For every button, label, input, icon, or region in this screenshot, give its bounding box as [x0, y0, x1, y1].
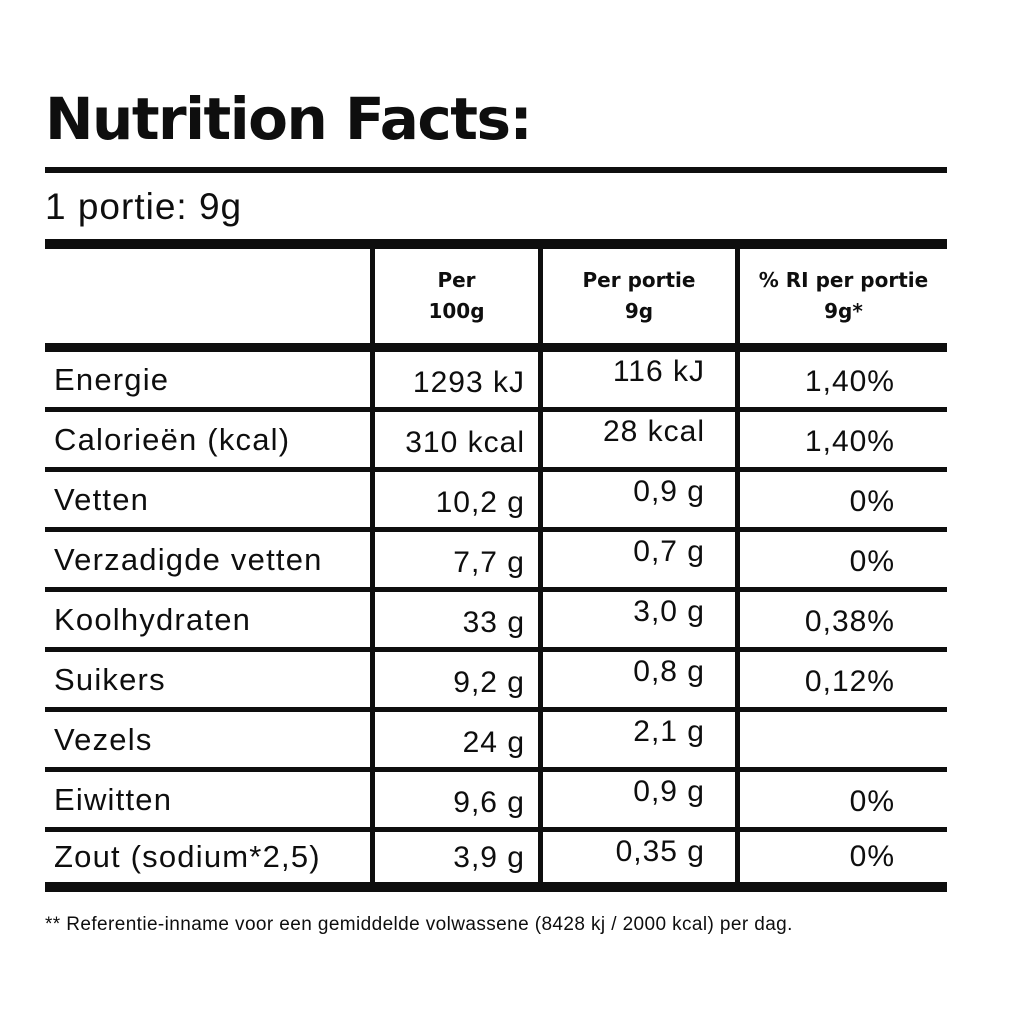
value-pct-ri: 0%	[735, 532, 947, 587]
reference-intake-footnote: ** Referentie-inname voor een gemiddelde…	[45, 914, 793, 935]
value-pct-ri: 1,40%	[735, 352, 947, 407]
nutrient-label: Koolhydraten	[54, 601, 252, 637]
nutrient-label: Verzadigde vetten	[54, 541, 323, 577]
table-row: Energie 1293 kJ 116 kJ 1,40%	[45, 352, 947, 412]
value-pct-ri: 0%	[735, 772, 947, 827]
value-per-portie: 0,7 g	[538, 532, 735, 587]
header-per-100g-line2: 100g	[428, 299, 485, 323]
value-per-100g: 310 kcal	[370, 412, 538, 467]
value-per-100g: 10,2 g	[370, 472, 538, 527]
value-per-portie: 0,8 g	[538, 652, 735, 707]
nutrient-label: Eiwitten	[54, 781, 173, 817]
value-per-portie: 28 kcal	[538, 412, 735, 467]
header-per-100g-line1: Per	[437, 268, 476, 292]
nutrient-label: Vezels	[54, 721, 153, 757]
value-per-portie: 0,9 g	[538, 472, 735, 527]
nutrient-label: Energie	[54, 361, 170, 397]
header-cell-per-portie: Per portie 9g	[538, 249, 735, 343]
value-per-100g: 24 g	[370, 712, 538, 767]
value-per-portie: 0,35 g	[538, 832, 735, 882]
table-row: Zout (sodium*2,5) 3,9 g 0,35 g 0%	[45, 832, 947, 892]
title-divider	[45, 167, 947, 173]
page-title: Nutrition Facts:	[45, 85, 533, 153]
header-per-portie-line2: 9g	[624, 299, 654, 323]
header-cell-per-100g: Per 100g	[370, 249, 538, 343]
nutrient-label: Calorieën (kcal)	[54, 421, 291, 457]
value-per-100g: 33 g	[370, 592, 538, 647]
value-per-100g: 9,6 g	[370, 772, 538, 827]
table-body: Energie 1293 kJ 116 kJ 1,40% Calorieën (…	[45, 352, 947, 892]
table-header-row: Per 100g Per portie 9g % RI per portie 9…	[45, 249, 947, 352]
value-per-portie: 2,1 g	[538, 712, 735, 767]
value-pct-ri: 0,38%	[735, 592, 947, 647]
value-pct-ri: 1,40%	[735, 412, 947, 467]
table-row: Koolhydraten 33 g 3,0 g 0,38%	[45, 592, 947, 652]
nutrient-label: Vetten	[54, 481, 150, 517]
value-per-portie: 0,9 g	[538, 772, 735, 827]
value-per-portie: 3,0 g	[538, 592, 735, 647]
label-content: Nutrition Facts: 1 portie: 9g Per 100g P…	[45, 0, 947, 937]
header-pct-ri-line2: 9g*	[824, 299, 863, 323]
nutrition-table: Per 100g Per portie 9g % RI per portie 9…	[45, 239, 947, 892]
table-row: Verzadigde vetten 7,7 g 0,7 g 0%	[45, 532, 947, 592]
nutrient-label: Zout (sodium*2,5)	[54, 839, 321, 874]
value-per-100g: 7,7 g	[370, 532, 538, 587]
header-cell-pct-ri: % RI per portie 9g*	[735, 249, 947, 343]
value-per-portie: 116 kJ	[538, 352, 735, 407]
table-row: Eiwitten 9,6 g 0,9 g 0%	[45, 772, 947, 832]
value-per-100g: 1293 kJ	[370, 352, 538, 407]
nutrient-label: Suikers	[54, 661, 166, 697]
header-per-portie-line1: Per portie	[582, 268, 696, 292]
value-pct-ri: 0,12%	[735, 652, 947, 707]
value-pct-ri	[735, 712, 947, 767]
serving-size-line: 1 portie: 9g	[45, 186, 243, 227]
table-row: Suikers 9,2 g 0,8 g 0,12%	[45, 652, 947, 712]
value-per-100g: 3,9 g	[370, 832, 538, 882]
table-row: Vezels 24 g 2,1 g	[45, 712, 947, 772]
table-row: Calorieën (kcal) 310 kcal 28 kcal 1,40%	[45, 412, 947, 472]
header-cell-empty	[45, 249, 370, 343]
value-per-100g: 9,2 g	[370, 652, 538, 707]
header-pct-ri-line1: % RI per portie	[758, 268, 929, 292]
table-row: Vetten 10,2 g 0,9 g 0%	[45, 472, 947, 532]
value-pct-ri: 0%	[735, 472, 947, 527]
value-pct-ri: 0%	[735, 832, 947, 882]
